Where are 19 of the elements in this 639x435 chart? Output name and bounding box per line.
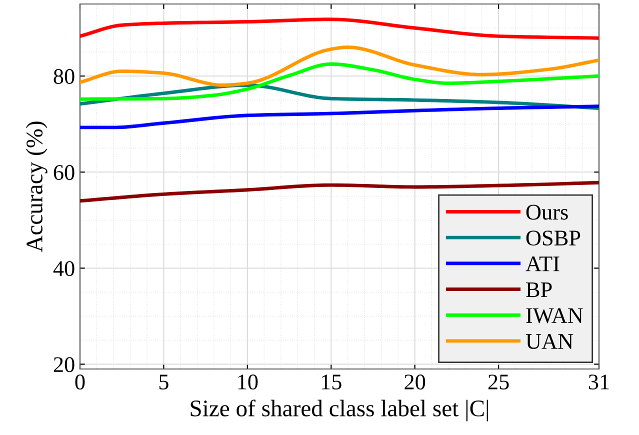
legend-label: Ours <box>526 204 568 220</box>
x-tick-label: 15 <box>322 374 342 390</box>
x-tick-label: 20 <box>404 374 426 390</box>
y-tick-label: 80 <box>54 68 74 84</box>
x-tick-label: 5 <box>159 374 168 390</box>
x-tick-label: 31 <box>588 374 609 390</box>
x-axis-title: Size of shared class label set |C| <box>190 400 488 422</box>
y-tick-label: 20 <box>54 357 74 372</box>
x-tick-label: 10 <box>238 374 258 390</box>
legend-label: OSBP <box>526 230 580 246</box>
legend-label: UAN <box>526 334 574 349</box>
legend-label: IWAN <box>526 308 583 324</box>
legend-label: ATI <box>526 256 560 272</box>
x-tick-label: 0 <box>75 374 85 390</box>
y-axis-title: Accuracy (%) <box>26 122 48 252</box>
x-tick-label: 25 <box>488 374 509 390</box>
y-tick-label: 40 <box>53 261 74 276</box>
y-tick-label: 60 <box>54 165 74 180</box>
legend-label: BP <box>526 282 552 298</box>
